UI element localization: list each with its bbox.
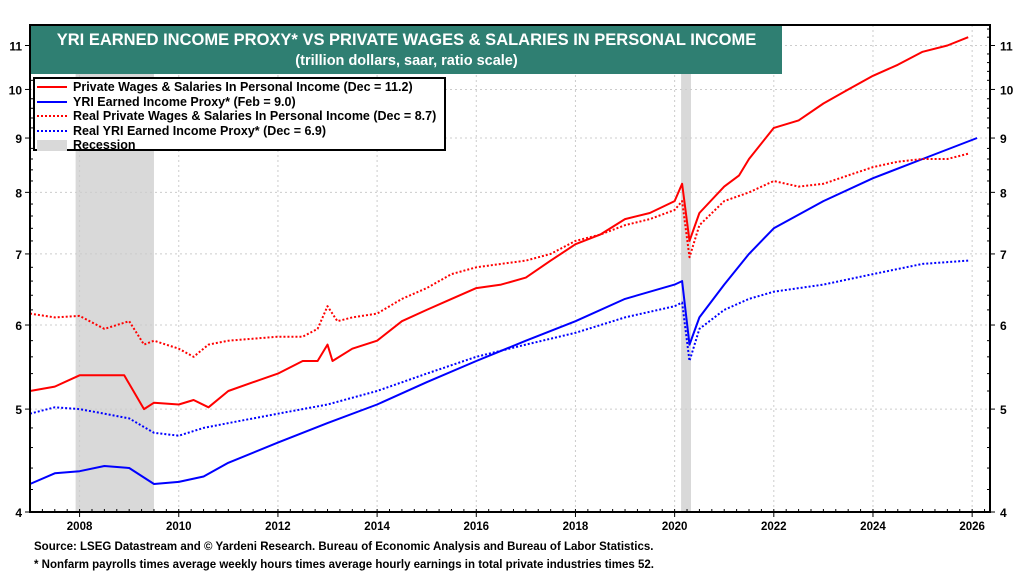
recession-band — [681, 25, 691, 512]
x-tick-label: 2024 — [860, 521, 886, 533]
legend-item: Real YRI Earned Income Proxy* (Dec = 6.9… — [35, 124, 436, 139]
x-tick-label: 2014 — [364, 521, 390, 533]
y-tick-label-right: 11 — [1000, 39, 1013, 53]
y-tick-label-right: 10 — [1000, 83, 1014, 97]
source-note: Source: LSEG Datastream and © Yardeni Re… — [34, 541, 654, 553]
x-tick-label: 2010 — [166, 521, 192, 533]
y-tick-label-right: 4 — [1000, 506, 1007, 520]
x-tick-label: 2020 — [662, 521, 688, 533]
y-tick-label-left: 11 — [9, 39, 22, 53]
legend-swatch — [37, 115, 67, 118]
y-tick-label-left: 6 — [15, 319, 22, 333]
legend-swatch — [37, 129, 67, 132]
series-line-2 — [29, 152, 969, 358]
x-tick-label: 2022 — [761, 521, 787, 533]
title-box: YRI EARNED INCOME PROXY* VS PRIVATE WAGE… — [31, 26, 782, 74]
series-line-1 — [29, 137, 978, 485]
footnote: * Nonfarm payrolls times average weekly … — [34, 559, 654, 571]
y-tick-label-left: 7 — [15, 248, 22, 262]
y-tick-label-right: 5 — [1000, 403, 1007, 417]
legend: Private Wages & Salaries In Personal Inc… — [33, 77, 447, 153]
y-tick-label-right: 6 — [1000, 319, 1007, 333]
legend-label: Real Private Wages & Salaries In Persona… — [73, 109, 437, 123]
y-tick-label-left: 8 — [15, 186, 22, 200]
chart-subtitle: (trillion dollars, saar, ratio scale) — [295, 53, 518, 69]
legend-item: Private Wages & Salaries In Personal Inc… — [35, 80, 436, 95]
x-tick-label: 2026 — [959, 521, 985, 533]
legend-item: YRI Earned Income Proxy* (Feb = 9.0) — [35, 95, 436, 110]
legend-label: YRI Earned Income Proxy* (Feb = 9.0) — [73, 94, 296, 109]
chart-title: YRI EARNED INCOME PROXY* VS PRIVATE WAGE… — [56, 31, 757, 49]
x-tick-label: 2012 — [265, 521, 291, 533]
y-tick-label-left: 10 — [9, 83, 23, 97]
y-tick-label-right: 9 — [1000, 132, 1007, 146]
legend-item: Recession — [35, 138, 436, 153]
legend-swatch — [37, 139, 67, 151]
y-tick-label-right: 8 — [1000, 186, 1007, 200]
y-tick-label-right: 7 — [1000, 248, 1007, 262]
y-tick-label-left: 9 — [15, 132, 22, 146]
plot-frame — [29, 24, 991, 513]
x-tick-label: 2016 — [463, 521, 489, 533]
legend-swatch — [37, 86, 67, 89]
x-tick-label: 2008 — [67, 521, 93, 533]
y-tick-label-left: 5 — [15, 403, 22, 417]
series-line-0 — [29, 36, 969, 411]
y-tick-label-left: 4 — [15, 506, 22, 520]
legend-label: Private Wages & Salaries In Personal Inc… — [73, 80, 413, 94]
legend-item: Real Private Wages & Salaries In Persona… — [35, 109, 436, 124]
x-tick-label: 2018 — [563, 521, 589, 533]
legend-swatch — [37, 100, 67, 103]
legend-label: Recession — [73, 138, 136, 152]
series-line-3 — [29, 259, 969, 437]
legend-label: Real YRI Earned Income Proxy* (Dec = 6.9… — [73, 123, 327, 138]
